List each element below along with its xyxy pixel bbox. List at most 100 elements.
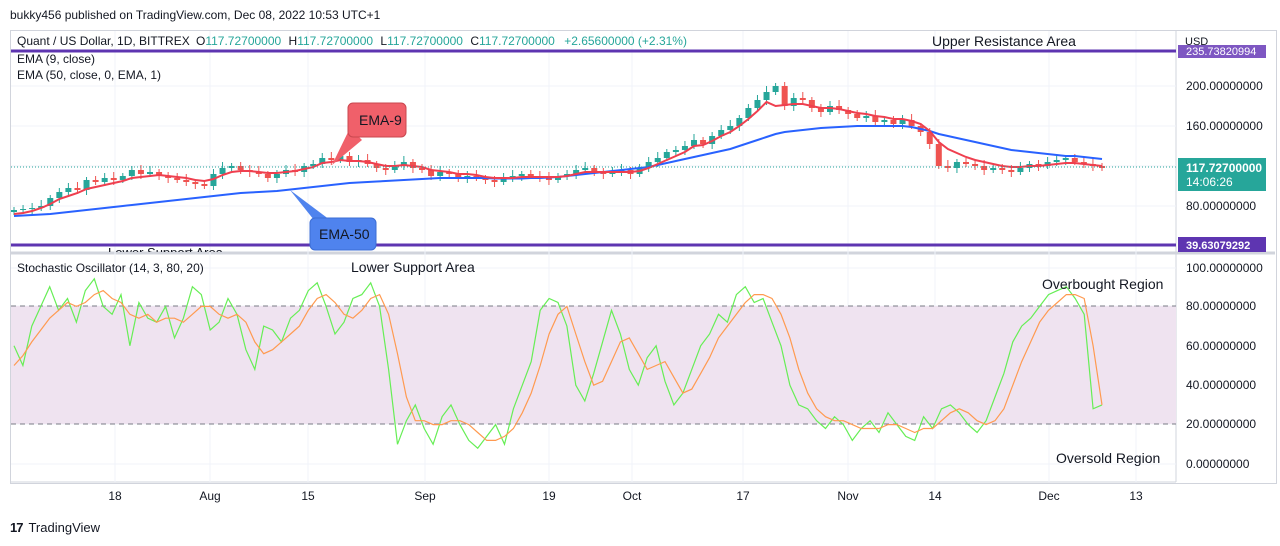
candle-body [672, 150, 679, 152]
svg-text:39.63079292: 39.63079292 [1186, 240, 1250, 252]
candle-body [264, 174, 271, 178]
candle-body [128, 170, 135, 176]
ema9-line [13, 100, 1103, 215]
candle-body [419, 168, 425, 170]
candle-body [908, 120, 915, 126]
legend-l-value: 117.72700000 [387, 34, 463, 48]
footer-brand-text: TradingView [28, 520, 101, 535]
current-price-value: 117.72700000 [1186, 161, 1262, 175]
candle-body [65, 188, 72, 192]
candle-body [763, 92, 770, 100]
legend-ema50[interactable]: EMA (50, close, 0, EMA, 1) [17, 68, 161, 82]
candle-body [799, 98, 806, 100]
support-level-badge: 39.63079292 [1178, 237, 1266, 252]
legend-ema9[interactable]: EMA (9, close) [17, 52, 95, 66]
candle-body [545, 178, 552, 180]
legend-o-label: O [196, 34, 205, 48]
candle-body [373, 164, 380, 168]
legend-l-label: L [380, 34, 387, 48]
candle-body [147, 172, 153, 174]
time-tick-label: 18 [108, 489, 122, 503]
current-price-badge: 117.72700000 14:06:26 [1178, 158, 1266, 191]
candle-body [237, 166, 244, 170]
stoch-k-line [13, 277, 1103, 450]
candle-body [681, 146, 688, 150]
candle-body [990, 168, 997, 170]
svg-text:O117.72700000 H117.7270000: O117.72700000 H117.72700000 L117.7270000… [196, 34, 687, 48]
ema9-callout[interactable]: EMA-9 [332, 102, 407, 165]
candle-body [654, 158, 661, 162]
ema9-callout-text: EMA-9 [359, 112, 402, 128]
price-pane[interactable] [11, 31, 1176, 251]
candle-body [119, 176, 126, 180]
candle-body [591, 168, 598, 172]
candle-body [346, 156, 353, 162]
candle-body [174, 178, 181, 180]
stoch-band [11, 306, 1176, 424]
ema50-callout-text: EMA-50 [319, 226, 370, 242]
price-ticks: 200.00000000160.00000000120.0000000080.0… [1186, 79, 1263, 213]
candle-body [56, 192, 63, 198]
candle-body [11, 210, 17, 212]
time-ticks: 18 Aug 15 Sep 19 Oct 17 Nov 14 Dec 13 [108, 489, 1143, 503]
candle-body [192, 182, 199, 184]
candle-body [854, 114, 861, 118]
osc-tick-label: 40.00000000 [1186, 378, 1256, 392]
candle-body [1017, 168, 1024, 172]
top-level-badge: 235.73820994 [1178, 45, 1266, 58]
candle-body [201, 184, 208, 186]
footer-brand[interactable]: 17 TradingView [10, 520, 100, 535]
price-tick-label: 200.00000000 [1186, 79, 1263, 93]
candle-body [319, 158, 326, 164]
osc-tick-label: 20.00000000 [1186, 417, 1256, 431]
candle-body [573, 170, 580, 174]
legend-symbol: Quant / US Dollar, 1D, BITTREX [17, 34, 190, 48]
chart-frame[interactable] [10, 30, 1277, 484]
candle-body [228, 166, 235, 168]
candle-body [781, 86, 788, 106]
candle-body [872, 116, 879, 122]
lower-support-label-osc: Lower Support Area [351, 259, 475, 275]
candle-body [500, 178, 507, 182]
oversold-label: Oversold Region [1056, 450, 1160, 466]
candle-body [20, 209, 27, 210]
legend-stoch[interactable]: Stochastic Oscillator (14, 3, 80, 20) [17, 261, 204, 275]
candle-body [137, 170, 144, 174]
candle-body [527, 174, 534, 176]
candle-body [890, 120, 897, 124]
candle-body [382, 168, 389, 170]
candle-body [1099, 166, 1105, 168]
legend-c-value: 117.72700000 [479, 34, 555, 48]
candle-body [183, 180, 190, 182]
candle-body [808, 100, 815, 108]
osc-tick-label: 60.00000000 [1186, 339, 1256, 353]
overbought-label: Overbought Region [1042, 276, 1163, 292]
candle-body [92, 180, 99, 182]
legend-change: +2.65600000 (+2.31%) [564, 34, 687, 48]
candle-body [328, 158, 335, 160]
osc-tick-label: 80.00000000 [1186, 299, 1256, 313]
lower-support-label-top: Lower Support Area [108, 245, 224, 260]
candle-body [727, 126, 734, 130]
candle-body [736, 118, 743, 126]
price-tick-label: 160.00000000 [1186, 119, 1263, 133]
candle-body [645, 162, 652, 168]
candle-body [582, 168, 589, 170]
ema50-callout[interactable]: EMA-50 [290, 190, 377, 251]
upper-resistance-label: Upper Resistance Area [932, 33, 1076, 49]
time-tick-label: 15 [301, 489, 315, 503]
osc-ticks: 100.00000000 80.00000000 60.00000000 40.000… [1186, 261, 1263, 471]
time-tick-label: Sep [414, 489, 436, 503]
candle-body [110, 178, 117, 180]
candle-body [790, 98, 797, 106]
candle-body [953, 162, 960, 168]
time-tick-label: Oct [623, 489, 642, 503]
candle-body [455, 174, 462, 178]
candle-body [981, 166, 988, 170]
tradingview-logo-icon: 17 [10, 520, 24, 535]
candle-body [1062, 158, 1069, 160]
candle-body [1071, 158, 1078, 162]
countdown-value: 14:06:26 [1186, 175, 1233, 189]
time-tick-label: Nov [837, 489, 858, 503]
